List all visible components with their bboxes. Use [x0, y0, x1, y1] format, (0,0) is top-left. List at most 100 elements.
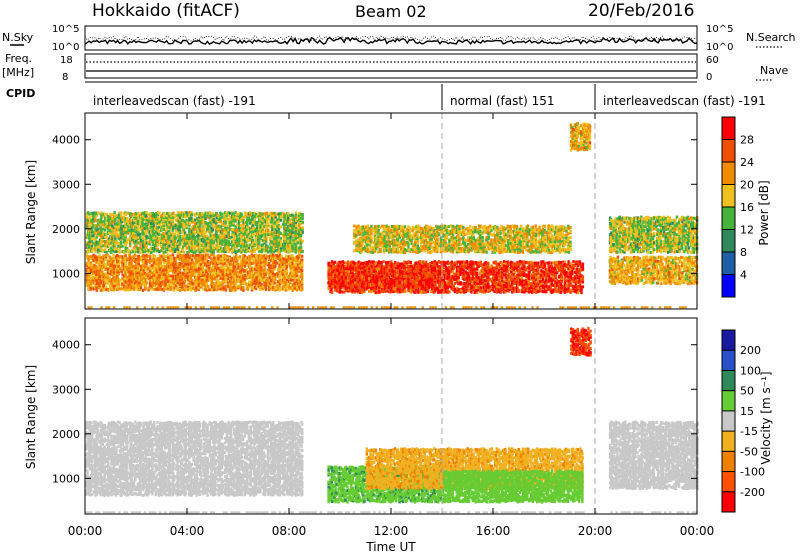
- power-cell: [225, 285, 227, 288]
- power-cell: [202, 265, 204, 268]
- power-cell: [126, 217, 128, 220]
- power-cell: [149, 279, 151, 282]
- cpid-row: CPID interleavedscan (fast) -191 normal (…: [6, 82, 766, 110]
- station-title: Hokkaido (fitACF): [92, 1, 240, 21]
- nsearch-tick-top: 10^5: [706, 24, 733, 35]
- power-cell: [209, 212, 211, 215]
- freq-strip: Freq. [MHz] 18 8 60 0 Nave: [2, 52, 788, 83]
- power-cell: [220, 281, 222, 284]
- power-cell: [113, 211, 115, 214]
- power-cell: [210, 253, 212, 256]
- power-cell: [300, 246, 302, 249]
- power-cell: [302, 226, 304, 229]
- power-cell: [266, 212, 268, 215]
- power-cell: [187, 263, 189, 266]
- power-cell: [222, 257, 224, 260]
- power-cell: [169, 212, 171, 215]
- power-cell: [279, 276, 281, 279]
- power-cell: [198, 267, 200, 270]
- power-cell: [163, 212, 165, 215]
- power-cell: [198, 256, 200, 259]
- cpid-segments: interleavedscan (fast) -191 normal (fast)…: [93, 84, 766, 110]
- power-cell: [163, 235, 165, 238]
- power-cell: [178, 246, 180, 249]
- power-cell: [172, 253, 174, 256]
- power-cell: [167, 253, 169, 256]
- power-cell: [179, 268, 181, 271]
- power-cell: [137, 227, 139, 230]
- power-cell: [198, 254, 200, 257]
- power-cell: [97, 212, 99, 215]
- power-cell: [220, 288, 222, 291]
- power-cell: [228, 231, 230, 234]
- power-cell: [185, 270, 187, 273]
- power-cell: [191, 279, 193, 282]
- nsky-tick-bottom: 10^0: [52, 42, 79, 53]
- power-cell: [163, 251, 165, 254]
- power-cell: [232, 212, 234, 215]
- power-cell: [207, 244, 209, 247]
- power-cell: [125, 234, 127, 237]
- power-cell: [142, 289, 144, 292]
- power-cell: [179, 235, 181, 238]
- power-cell: [100, 211, 102, 214]
- power-cell: [301, 286, 303, 289]
- power-cell: [242, 286, 244, 289]
- power-cell: [145, 260, 147, 263]
- power-cell: [213, 234, 215, 237]
- power-cell: [96, 289, 98, 292]
- power-cell: [240, 213, 242, 216]
- power-cell: [266, 226, 268, 229]
- power-cell: [119, 279, 121, 282]
- power-cell: [302, 231, 304, 234]
- power-cell: [220, 265, 222, 268]
- power-cell: [138, 255, 140, 258]
- power-cell: [212, 253, 214, 256]
- power-cell: [199, 227, 201, 230]
- power-cell: [302, 250, 304, 253]
- power-cell: [236, 216, 238, 219]
- power-cell: [112, 257, 114, 260]
- power-cell: [191, 258, 193, 261]
- power-cell: [170, 269, 172, 272]
- power-cell: [278, 220, 280, 223]
- power-cell: [98, 261, 100, 264]
- power-cell: [100, 243, 102, 246]
- power-cell: [213, 246, 215, 249]
- power-cell: [141, 221, 143, 224]
- power-cell: [280, 232, 282, 235]
- power-cell: [173, 282, 175, 285]
- power-cell: [158, 212, 160, 215]
- power-cell: [285, 223, 287, 226]
- power-cell: [152, 212, 154, 215]
- power-cell: [171, 219, 173, 222]
- power-cell: [213, 250, 215, 253]
- power-cell: [279, 288, 281, 291]
- power-cell: [190, 271, 192, 274]
- power-cell: [139, 246, 141, 249]
- power-cell: [183, 251, 185, 254]
- power-cell: [295, 224, 297, 227]
- power-cell: [105, 276, 107, 279]
- power-cell: [92, 224, 94, 227]
- power-cell: [221, 213, 223, 216]
- power-cell: [267, 229, 269, 232]
- power-cell: [153, 288, 155, 291]
- power-cell: [255, 221, 257, 224]
- power-cell: [195, 259, 197, 262]
- power-cell: [280, 219, 282, 222]
- power-cell: [124, 261, 126, 264]
- power-cell: [299, 217, 301, 220]
- power-cell: [207, 222, 209, 225]
- power-cell: [198, 272, 200, 275]
- power-cell: [195, 254, 197, 257]
- power-cell: [265, 238, 267, 241]
- power-cell: [301, 269, 303, 272]
- power-cell: [156, 257, 158, 260]
- power-cell: [162, 247, 164, 250]
- power-cell: [90, 255, 92, 258]
- power-cell: [225, 289, 227, 292]
- power-cell: [286, 270, 288, 273]
- power-cell: [179, 257, 181, 260]
- power-cell: [301, 259, 303, 262]
